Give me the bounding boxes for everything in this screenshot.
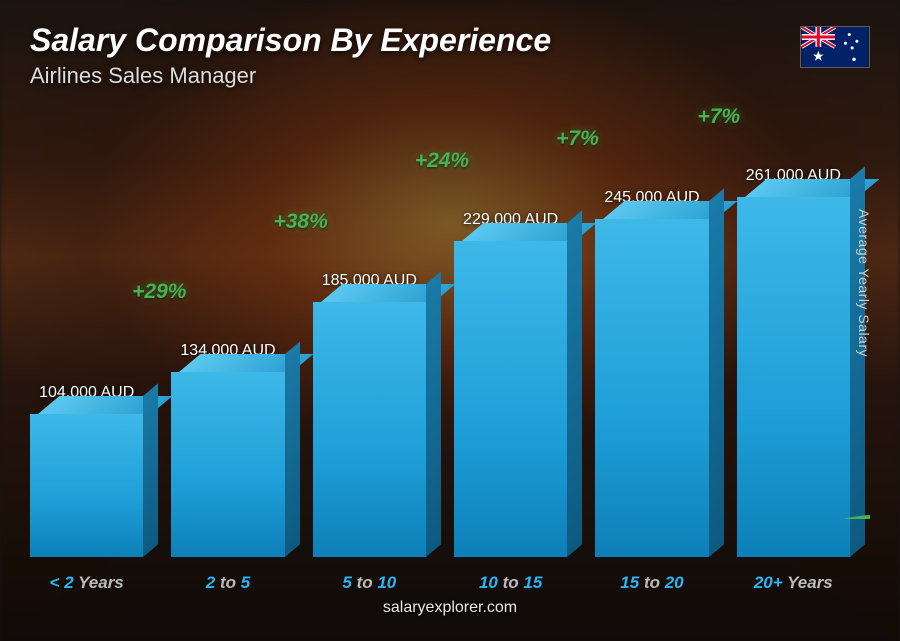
- increase-pct-label: +24%: [415, 149, 469, 173]
- increase-pct-label: +7%: [697, 105, 740, 129]
- page-title: Salary Comparison By Experience: [30, 22, 870, 59]
- attribution: salaryexplorer.com: [30, 599, 870, 621]
- category-label: 15 to 20: [620, 573, 683, 593]
- bar-side-face: [426, 271, 441, 557]
- bar-front-face: [454, 241, 567, 557]
- page-subtitle: Airlines Sales Manager: [30, 63, 870, 89]
- bar-slot-4: 245,000 AUD15 to 20: [595, 189, 708, 557]
- bar: [313, 302, 426, 557]
- bar: [737, 197, 850, 557]
- bar-side-face: [567, 211, 582, 557]
- australia-flag-icon: [800, 26, 870, 68]
- y-axis-label: Average Yearly Salary: [856, 209, 872, 357]
- increase-pct-label: +29%: [132, 280, 186, 304]
- bar: [595, 219, 708, 557]
- bar: [30, 414, 143, 557]
- bar-slot-1: 134,000 AUD2 to 5: [171, 342, 284, 557]
- bar-front-face: [30, 414, 143, 557]
- bar-side-face: [143, 383, 158, 557]
- increase-pct-label: +38%: [273, 210, 327, 234]
- category-label: 5 to 10: [342, 573, 396, 593]
- header: Salary Comparison By Experience Airlines…: [30, 22, 870, 89]
- bar: [171, 372, 284, 557]
- bar-front-face: [595, 219, 708, 557]
- content-area: Salary Comparison By Experience Airlines…: [0, 0, 900, 641]
- bar-front-face: [171, 372, 284, 557]
- bar-slot-0: 104,000 AUD< 2 Years: [30, 384, 143, 557]
- bar-side-face: [285, 342, 300, 557]
- bar-front-face: [737, 197, 850, 557]
- increase-pct-label: +7%: [556, 127, 599, 151]
- category-label: < 2 Years: [50, 573, 124, 593]
- bar-slot-5: 261,000 AUD20+ Years: [737, 167, 850, 557]
- bar-front-face: [313, 302, 426, 557]
- category-label: 10 to 15: [479, 573, 542, 593]
- bar: [454, 241, 567, 557]
- bar-slot-2: 185,000 AUD5 to 10: [313, 272, 426, 557]
- category-label: 20+ Years: [754, 573, 833, 593]
- category-label: 2 to 5: [206, 573, 250, 593]
- bar-chart: 104,000 AUD< 2 Years134,000 AUD2 to 5 185…: [30, 99, 870, 599]
- bars-container: 104,000 AUD< 2 Years134,000 AUD2 to 5 185…: [30, 137, 850, 557]
- bar-side-face: [709, 188, 724, 557]
- bar-slot-3: 229,000 AUD10 to 15: [454, 211, 567, 557]
